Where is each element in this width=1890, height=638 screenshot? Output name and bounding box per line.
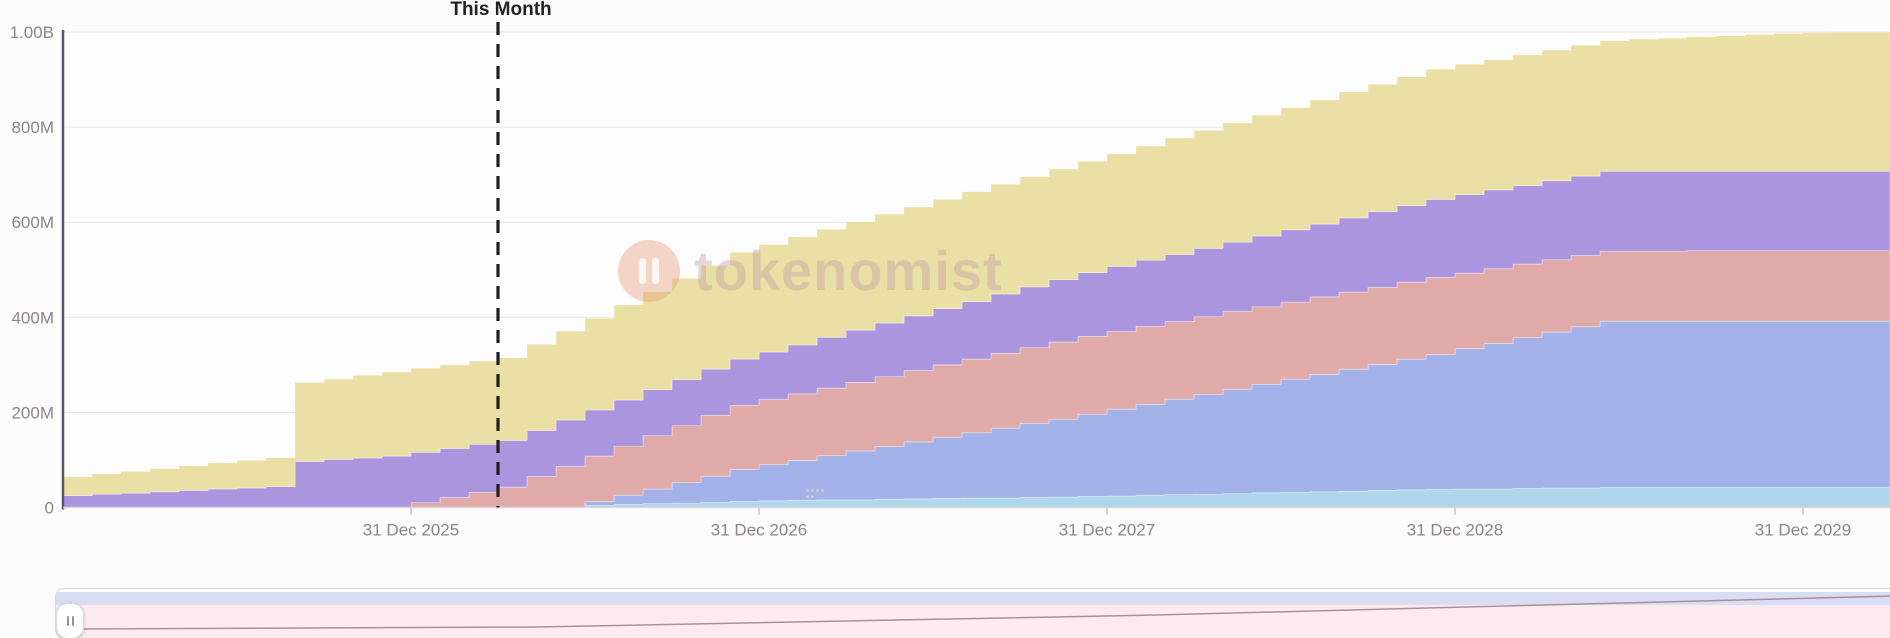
navigator-top-band — [56, 592, 1890, 605]
y-axis-label: 600M — [11, 213, 54, 232]
x-axis-label: 31 Dec 2029 — [1755, 521, 1851, 540]
y-axis-label: 200M — [11, 403, 54, 422]
range-navigator[interactable] — [55, 588, 1890, 638]
x-axis-label: 31 Dec 2027 — [1059, 521, 1155, 540]
x-axis-label: 31 Dec 2025 — [363, 521, 459, 540]
this-month-label: This Month — [450, 0, 551, 20]
y-axis-label: 400M — [11, 308, 54, 327]
panel-resize-grip-icon[interactable] — [806, 489, 826, 498]
navigator-minichart-line — [69, 595, 1890, 630]
x-axis-label: 31 Dec 2026 — [711, 521, 807, 540]
y-axis-label: 1.00B — [10, 23, 54, 42]
y-axis-label: 800M — [11, 118, 54, 137]
navigator-area-band — [56, 605, 1890, 638]
navigator-minichart — [69, 595, 1890, 630]
x-axis-label: 31 Dec 2028 — [1407, 521, 1503, 540]
y-axis-label: 0 — [45, 499, 54, 518]
series-area-yellow — [62, 31, 1890, 496]
navigator-left-handle[interactable] — [56, 603, 84, 638]
